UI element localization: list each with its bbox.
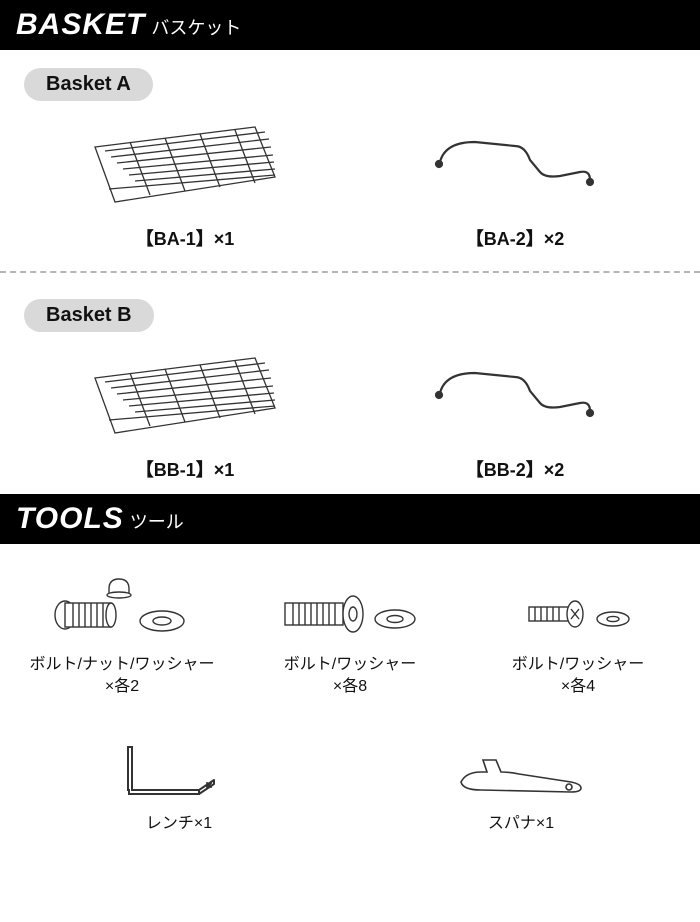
bolt-nut-washer-icon <box>9 568 235 648</box>
tool-bolt-nut-washer-label: ボルト/ナット/ワッシャー ×各2 <box>9 654 235 699</box>
tools-title-en: TOOLS <box>16 502 124 536</box>
tools-title-jp: ツール <box>130 508 184 534</box>
hex-wrench-icon <box>15 727 343 807</box>
basket-b-parts-row: 【BB-1】×1 【BB-2】×2 <box>10 338 690 482</box>
tool-hex-wrench-label: レンチ×1 <box>15 813 343 835</box>
basket-divider <box>0 271 700 273</box>
part-ba1: 【BA-1】×1 <box>20 107 350 251</box>
mesh-panel-icon <box>20 338 350 448</box>
tool-bolt-washer-8-label: ボルト/ワッシャー ×各8 <box>237 654 463 699</box>
tool-spanner: スパナ×1 <box>357 727 685 835</box>
bolt-washer-icon <box>237 568 463 648</box>
tool-spanner-label: スパナ×1 <box>357 813 685 835</box>
tool-bolt-nut-washer: ボルト/ナット/ワッシャー ×各2 <box>9 568 235 699</box>
tools-header: TOOLS ツール <box>0 494 700 544</box>
basket-a-parts-row: 【BA-1】×1 【BA-2】×2 <box>10 107 690 251</box>
wire-bracket-icon <box>350 338 680 448</box>
wire-bracket-icon <box>350 107 680 217</box>
tool-bolt-washer-4: ボルト/ワッシャー ×各4 <box>465 568 691 699</box>
basket-group-b: Basket B 【BB-1】×1 <box>0 281 700 494</box>
part-bb1: 【BB-1】×1 <box>20 338 350 482</box>
part-bb1-label: 【BB-1】×1 <box>20 456 350 482</box>
bolt-washer-small-icon <box>465 568 691 648</box>
part-bb2-label: 【BB-2】×2 <box>350 456 680 482</box>
basket-title-jp: バスケット <box>151 14 241 40</box>
part-ba1-label: 【BA-1】×1 <box>20 225 350 251</box>
tool-bolt-washer-8: ボルト/ワッシャー ×各8 <box>237 568 463 699</box>
basket-header: BASKET バスケット <box>0 0 700 50</box>
tool-bolt-washer-4-label: ボルト/ワッシャー ×各4 <box>465 654 691 699</box>
basket-group-a: Basket A 【BA-1】×1 <box>0 50 700 263</box>
part-bb2: 【BB-2】×2 <box>350 338 680 482</box>
tools-grid: ボルト/ナット/ワッシャー ×各2 ボルト/ワッシャー ×各8 <box>0 544 700 873</box>
basket-a-badge: Basket A <box>24 68 153 101</box>
basket-b-badge: Basket B <box>24 299 154 332</box>
spanner-icon <box>357 727 685 807</box>
part-ba2: 【BA-2】×2 <box>350 107 680 251</box>
mesh-panel-icon <box>20 107 350 217</box>
tool-hex-wrench: レンチ×1 <box>15 727 343 835</box>
basket-title-en: BASKET <box>16 8 145 42</box>
part-ba2-label: 【BA-2】×2 <box>350 225 680 251</box>
